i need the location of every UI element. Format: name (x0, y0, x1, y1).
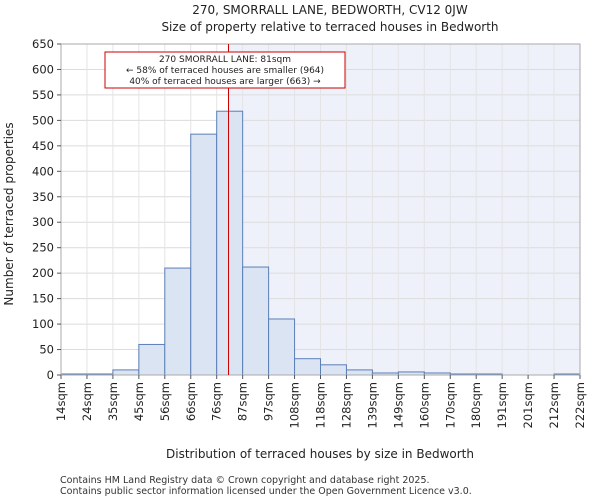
y-tick-label: 350 (32, 190, 54, 204)
bar (294, 358, 321, 376)
y-tick-label: 100 (32, 317, 54, 331)
y-tick-label: 500 (32, 113, 54, 127)
y-tick-label: 50 (39, 343, 54, 357)
x-tick-label: 108sqm (288, 382, 302, 428)
x-tick-label: 35sqm (106, 382, 120, 421)
x-tick-label: 24sqm (80, 382, 94, 421)
bar (138, 343, 166, 376)
x-tick-label: 212sqm (547, 382, 561, 428)
x-tick-label: 97sqm (262, 382, 276, 421)
bar (345, 369, 373, 376)
x-tick-label: 76sqm (210, 382, 224, 421)
bar (242, 266, 270, 376)
x-tick-label: 139sqm (365, 382, 379, 428)
y-axis-label: Number of terraced properties (2, 122, 16, 305)
annotation-smaller-text: ← 58% of terraced houses are smaller (96… (126, 66, 324, 76)
x-tick-label: 170sqm (443, 382, 457, 428)
chart-subtitle: Size of property relative to terraced ho… (161, 20, 498, 34)
x-tick-label: 14sqm (54, 382, 68, 421)
y-tick-label: 450 (32, 139, 54, 153)
y-tick-label: 0 (47, 368, 54, 382)
x-tick-label: 222sqm (573, 382, 587, 428)
bar (190, 133, 218, 376)
x-tick-label: 66sqm (184, 382, 198, 421)
x-tick-label: 45sqm (132, 382, 146, 421)
y-axis-ticks: 0 50 100 150 200 250 300 350 400 450 500 550 600 650 (32, 37, 61, 382)
x-tick-label: 160sqm (417, 382, 431, 428)
x-tick-label: 87sqm (236, 382, 250, 421)
y-tick-label: 250 (32, 241, 54, 255)
x-tick-label: 201sqm (521, 382, 535, 428)
property-annotation: 270 SMORRALL LANE: 81sqm ← 58% of terrac… (104, 51, 346, 89)
y-tick-label: 400 (32, 164, 54, 178)
y-tick-label: 300 (32, 215, 54, 229)
x-axis-label: Distribution of terraced houses by size … (166, 447, 474, 461)
bar (112, 369, 140, 376)
y-tick-label: 200 (32, 266, 54, 280)
bar (268, 318, 296, 376)
bar (320, 364, 347, 376)
x-tick-label: 191sqm (495, 382, 509, 428)
bar (216, 110, 244, 376)
annotation-title: 270 SMORRALL LANE: 81sqm (159, 55, 291, 65)
annotation-larger-text: 40% of terraced houses are larger (663) … (129, 77, 321, 87)
chart-title: 270, SMORRALL LANE, BEDWORTH, CV12 0JW (192, 3, 468, 17)
y-tick-label: 550 (32, 88, 54, 102)
bar (164, 267, 192, 376)
x-tick-label: 180sqm (469, 382, 483, 428)
footer-licence: Contains public sector information licen… (60, 486, 472, 497)
y-tick-label: 650 (32, 37, 54, 51)
annotation-box (104, 51, 346, 89)
x-tick-label: 56sqm (158, 382, 172, 421)
footer-copyright: Contains HM Land Registry data © Crown c… (60, 475, 430, 486)
x-tick-label: 149sqm (391, 382, 405, 428)
x-tick-label: 118sqm (314, 382, 328, 428)
y-tick-label: 600 (32, 62, 54, 76)
x-axis-ticks: 14sqm 24sqm 35sqm 45sqm 56sqm 66sqm 76sqm 87sqm… (54, 375, 587, 428)
gridlines (60, 43, 581, 376)
y-tick-label: 150 (32, 292, 54, 306)
x-tick-label: 128sqm (339, 382, 353, 428)
